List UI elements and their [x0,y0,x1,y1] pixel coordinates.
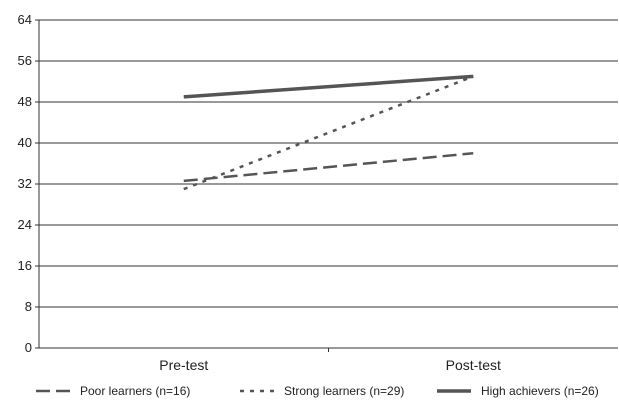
y-tick-label: 24 [18,217,32,232]
gridlines [39,19,618,308]
y-tick-label: 56 [18,53,32,68]
legend-label: High achievers (n=26) [481,384,599,398]
y-tick-label: 40 [18,135,32,150]
x-category-labels: Pre-test Post-test [159,348,501,373]
series-line-2 [183,75,474,191]
y-tick-label: 64 [18,12,32,27]
series-line-1 [183,152,474,183]
legend-label: Strong learners (n=29) [284,384,404,398]
y-tick-label: 0 [25,340,32,355]
legend-label: Poor learners (n=16) [80,384,190,398]
x-category-label: Pre-test [159,357,208,373]
y-tick-label: 48 [18,94,32,109]
series-lines [183,74,474,191]
x-category-label: Post-test [446,357,501,373]
y-tick-labels: 0 8 16 24 32 40 48 56 64 [18,12,39,355]
y-tick-label: 32 [18,176,32,191]
series-line-3 [183,74,474,99]
y-tick-label: 8 [25,299,32,314]
legend: Poor learners (n=16) Strong learners (n=2… [36,384,599,398]
y-tick-label: 16 [18,258,32,273]
